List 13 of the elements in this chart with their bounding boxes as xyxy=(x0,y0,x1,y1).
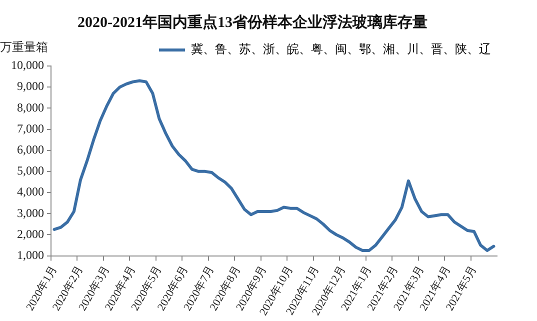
y-tick-label: 6,000 xyxy=(17,142,44,156)
y-tick-label: 7,000 xyxy=(17,121,44,136)
y-tick-label: 5,000 xyxy=(17,164,44,178)
y-tick-label: 2,000 xyxy=(17,226,44,241)
y-tick-label: 9,000 xyxy=(17,79,44,94)
y-tick-label: 4,000 xyxy=(17,184,44,199)
legend-label: 冀、鲁、苏、浙、皖、粤、闽、鄂、湘、川、晋、陕、辽 xyxy=(191,42,491,56)
chart-title: 2020-2021年国内重点13省份样本企业浮法玻璃库存量 xyxy=(78,12,428,31)
y-tick-label: 3,000 xyxy=(17,206,44,220)
y-axis-title: 万重量箱 xyxy=(0,40,48,54)
y-tick-label: 10,000 xyxy=(11,58,44,72)
y-tick-label: 8,000 xyxy=(17,100,44,114)
y-tick-label: 1,000 xyxy=(17,248,44,262)
